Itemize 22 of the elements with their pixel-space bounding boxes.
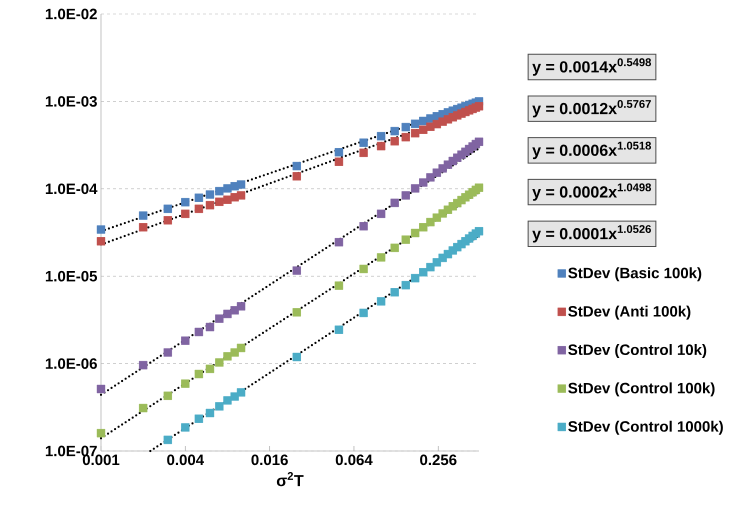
x-tick-label: 0.004 [167,454,204,466]
legend-label: StDev (Anti 100k) [568,306,690,320]
x-tick-label: 0.001 [82,454,120,466]
x-tick-label: 0.064 [336,454,373,466]
y-tick-label: 1.0E-06 [46,358,97,369]
text: y = 0.0002x$^{1.0498}$ [532,183,652,201]
legend-label: StDev (Control 10k) [568,344,706,358]
y-tick-label: 1.0E-03 [46,96,97,107]
x-axis-title: σ$^{2}$T [276,472,304,486]
text: y = 0.0006x$^{1.0518}$ [532,142,652,160]
y-tick-label: 1.0E-04 [46,183,98,194]
legend-label: StDev (Basic 100k) [568,267,702,282]
legend-label: StDev (Control 1000k) [568,420,723,435]
y-tick-label: 1.0E-02 [46,8,97,20]
text: y = 0.0014x$^{0.5498}$ [532,58,652,76]
text: y = 0.0012x$^{0.5767}$ [532,100,651,118]
text: y = 0.0001x$^{1.0526}$ [532,225,651,242]
legend-label: StDev (Control 100k) [568,382,715,396]
x-tick-label: 0.256 [420,454,456,466]
y-tick-label: 1.0E-07 [46,446,97,456]
y-tick-label: 1.0E-05 [46,270,98,282]
x-tick-label: 0.016 [251,454,288,466]
